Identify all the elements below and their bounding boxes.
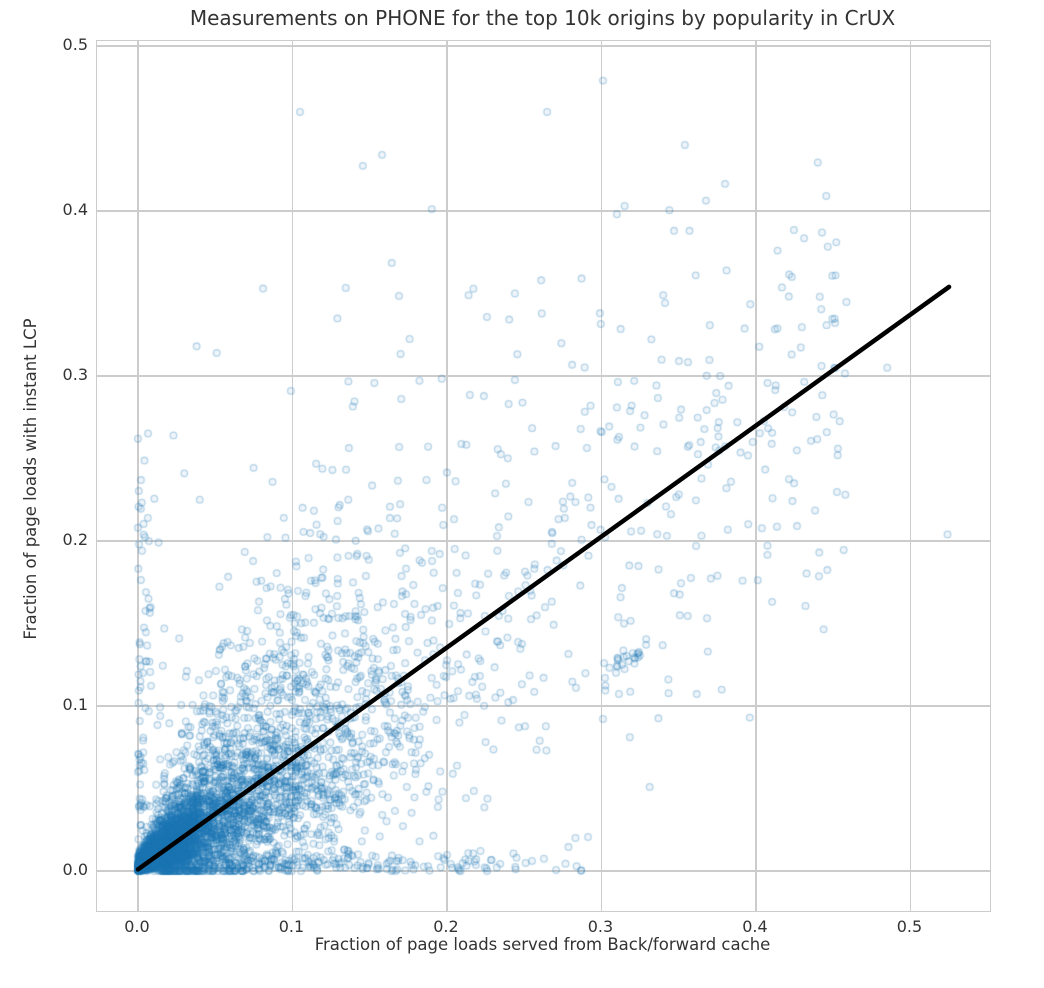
y-tick-label: 0.5 <box>62 34 88 54</box>
x-tick-label: 0.2 <box>433 917 459 936</box>
x-tick-label: 0.1 <box>278 917 305 936</box>
x-tick-label: 0.4 <box>742 917 768 936</box>
chart-title: Measurements on PHONE for the top 10k or… <box>189 6 896 30</box>
regression-line <box>135 284 952 872</box>
x-axis-label: Fraction of page loads served from Back/… <box>314 935 771 954</box>
plot-area <box>96 40 991 912</box>
x-tick-label: 0.3 <box>587 917 614 936</box>
y-tick-label: 0.0 <box>62 860 88 880</box>
regression-line-layer <box>135 284 952 872</box>
x-tick-label: 0.0 <box>124 917 150 936</box>
y-axis-label: Fraction of page loads with instant LCP <box>21 318 40 640</box>
x-tick-label: 0.5 <box>896 917 923 936</box>
scatter-points-layer <box>97 41 990 911</box>
